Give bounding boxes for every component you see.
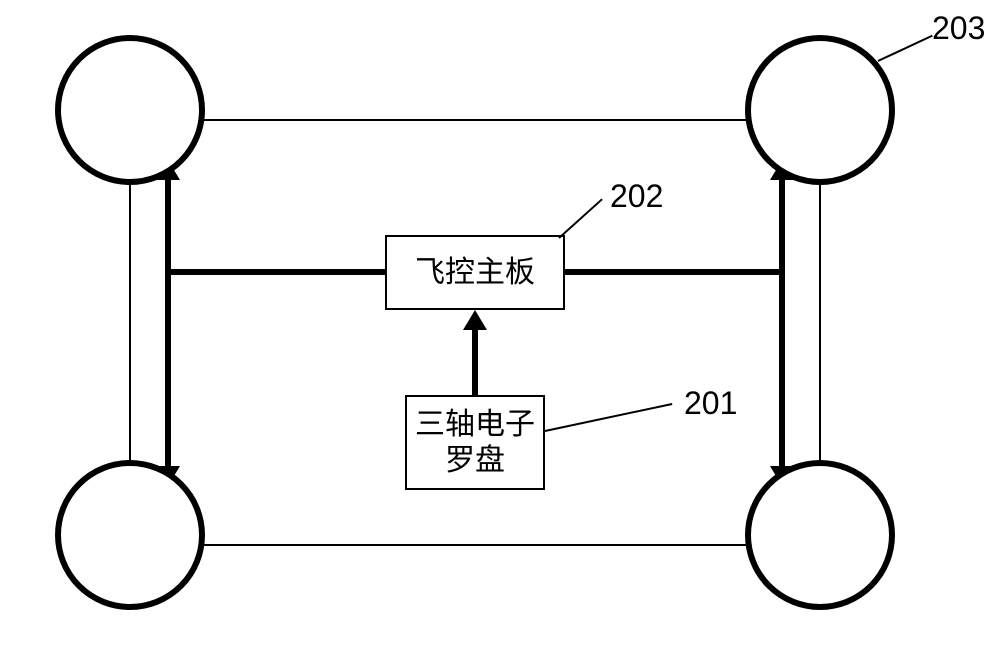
diagram-stage: 飞控主板 三轴电子 罗盘 203 202 201 — [0, 0, 1000, 648]
frame-bottom — [130, 544, 820, 546]
right-vertical — [779, 178, 785, 468]
fc-board-box: 飞控主板 — [385, 235, 565, 310]
compass-label-line1: 三轴电子 — [415, 407, 535, 443]
left-vertical — [165, 178, 171, 468]
callout-202-line — [558, 198, 602, 238]
compass-to-fc-head — [463, 310, 487, 330]
trunk-right — [562, 269, 782, 275]
trunk-left — [168, 269, 388, 275]
compass-label-line2: 罗盘 — [415, 443, 535, 479]
compass-box: 三轴电子 罗盘 — [405, 395, 545, 490]
compass-label-wrap: 三轴电子 罗盘 — [415, 407, 535, 479]
callout-201-line — [545, 403, 673, 432]
rotor-bottom-right — [745, 460, 895, 610]
fc-board-label: 飞控主板 — [415, 255, 535, 291]
compass-to-fc-line — [472, 328, 478, 396]
callout-203-line — [878, 35, 933, 62]
callout-201-text: 201 — [684, 385, 737, 422]
callout-202-text: 202 — [610, 178, 663, 215]
callout-203-text: 203 — [932, 10, 985, 47]
frame-top — [130, 119, 820, 121]
rotor-top-right — [745, 35, 895, 185]
rotor-top-left — [55, 35, 205, 185]
rotor-bottom-left — [55, 460, 205, 610]
